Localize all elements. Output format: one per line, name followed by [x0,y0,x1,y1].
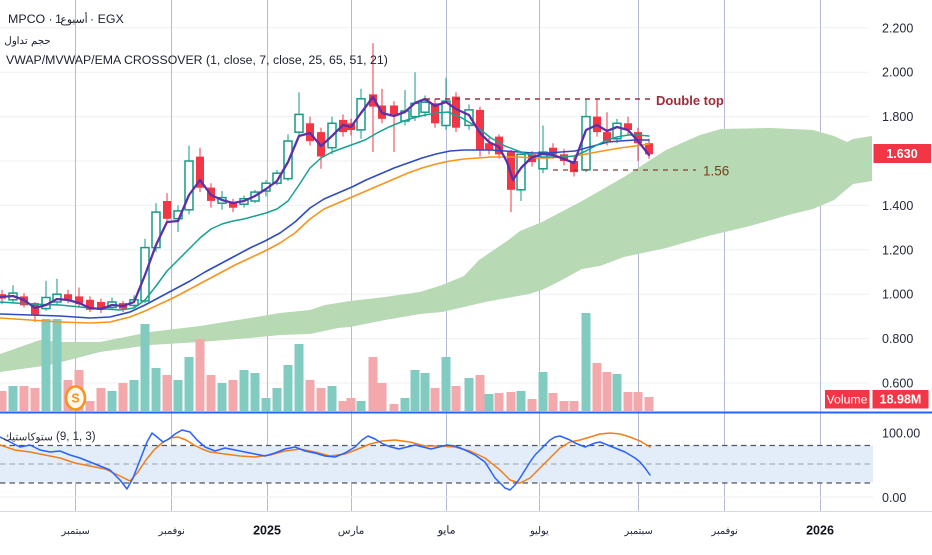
svg-text:Double top: Double top [656,93,724,108]
svg-text:0.600: 0.600 [882,377,913,391]
svg-text:0.800: 0.800 [882,332,913,346]
svg-text:·: · [49,12,53,26]
svg-text:100.00: 100.00 [882,427,920,441]
svg-text:0.00: 0.00 [882,491,906,505]
svg-text:(9, 1, 3): (9, 1, 3) [56,431,96,443]
svg-text:1.200: 1.200 [882,243,913,257]
svg-text:1.400: 1.400 [882,199,913,213]
svg-text:S: S [71,392,79,406]
svg-text:2.200: 2.200 [882,21,913,35]
svg-text:1.630: 1.630 [886,147,917,161]
svg-text:1: 1 [55,12,62,26]
svg-text:VWAP/MVWAP/EMA CROSSOVER (1, c: VWAP/MVWAP/EMA CROSSOVER (1, close, 7, c… [6,53,388,67]
svg-text:1.800: 1.800 [882,110,913,124]
svg-text:· EGX: · EGX [90,12,124,26]
svg-text:2026: 2026 [806,524,834,538]
svg-text:2025: 2025 [253,524,281,538]
svg-text:2.000: 2.000 [882,66,913,80]
svg-text:MPCO: MPCO [8,12,46,26]
svg-text:18.98M: 18.98M [880,393,922,407]
svg-text:1.000: 1.000 [882,288,913,302]
svg-text:Volume: Volume [826,393,867,407]
svg-text:1.56: 1.56 [703,164,729,179]
